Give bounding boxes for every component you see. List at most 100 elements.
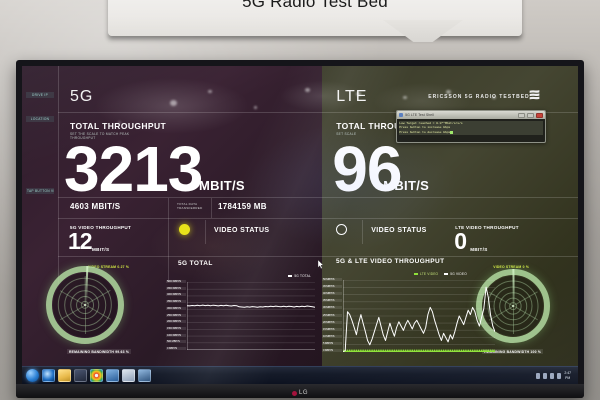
divider-5g-4 (58, 256, 322, 257)
radar-spoke-1 (513, 306, 514, 334)
panel-5g-tech-title: 5G (70, 88, 94, 105)
tray-network-icon[interactable] (543, 372, 548, 379)
radar-lte-bandwidth-label: REMAINING BANDWIDTH 100 % (482, 349, 544, 354)
taskbar-chrome-icon[interactable] (90, 369, 103, 382)
panel-5g-video-status-dot (179, 224, 190, 235)
panel-5g-video-throughput-label: 5G VIDEO THROUGHPUT (70, 225, 132, 230)
terminal-body[interactable]: Low Target reached = 0.0**Mbit/s/s/s Pre… (397, 119, 545, 136)
system-tray[interactable]: 2:47 PM (536, 371, 574, 380)
tray-arrow-icon[interactable] (536, 372, 541, 379)
radar-core-5g (84, 304, 86, 306)
terminal-titlebar[interactable]: 5G LTE Test Shell (397, 111, 546, 119)
y-tick-label: 3500 MBIT/S (166, 300, 186, 304)
lg-logo-dot (291, 390, 297, 396)
terminal-maximize-button[interactable] (527, 112, 535, 118)
y-tick-label: 0 MBIT/S (322, 349, 342, 352)
chart-5g-total: 5G TOTAL 5G TOTAL 5000 MBIT/S 4500 MBIT/S… (165, 260, 317, 360)
radar-inner-5g (53, 273, 117, 337)
divider-lte-2 (322, 197, 578, 198)
divider-5g-1 (58, 112, 322, 113)
radar-circle-1 (57, 277, 113, 333)
panel-5g-throughput-unit: MBIT/S (199, 178, 245, 193)
taskbar-internet-explorer-icon[interactable] (42, 369, 55, 382)
panel-lte-throughput-label: TOTAL THROUGHPUT (336, 121, 433, 131)
radar-gauge-5g (46, 265, 124, 344)
y-tick-label: 25 MBIT/S (322, 313, 342, 317)
overhead-sign: 5G Radio Test Bed (108, 0, 522, 42)
y-tick-label: 0 MBIT/S (166, 347, 186, 350)
terminal-line: Press button to increase Gbps (399, 125, 544, 131)
taskbar-app-icon-3[interactable] (138, 369, 151, 382)
y-tick-label: 5000 MBIT/S (166, 280, 186, 283)
panel-lte-throughput-value: 96 (332, 133, 402, 205)
legend-item-5g-video: 5G VIDEO (444, 272, 467, 276)
sidebar: DRIVE IP LOCATION TAP BUTTON VIEW (22, 66, 58, 366)
y-tick-label: 35 MBIT/S (322, 299, 342, 303)
terminal-caret (450, 130, 453, 134)
sign-title: 5G Radio Test Bed (242, 0, 388, 11)
radar-circle-5 (80, 300, 90, 310)
y-tick-label: 40 MBIT/S (322, 292, 342, 296)
sidebar-item-drive-ip[interactable]: DRIVE IP (26, 92, 54, 98)
sidebar-item-location[interactable]: LOCATION (26, 116, 54, 122)
tray-action-center-icon[interactable] (557, 372, 562, 379)
terminal-line: Press button to decrease Gbps (399, 130, 544, 135)
legend-label-lte-video: LTE VIDEO (420, 272, 439, 276)
terminal-window[interactable]: 5G LTE Test Shell Low Target reached = 0… (396, 110, 547, 143)
lg-logo-text: LG (298, 390, 309, 396)
taskbar-app-icon[interactable] (74, 369, 87, 382)
panel-lte-video-throughput-unit: MBIT/S (470, 247, 488, 252)
panel-5g-throughput-sublabel: SET THE SCALE TO MATCH PEAK THROUGHPUT (70, 132, 130, 140)
ericsson-logo-icon (529, 90, 540, 100)
y-tick-label: 4500 MBIT/S (166, 286, 186, 290)
taskbar-clock[interactable]: 2:47 PM (564, 371, 571, 380)
panel-5g-peak-value: 4603 MBIT/S (70, 202, 121, 211)
terminal-minimize-button[interactable] (518, 112, 526, 118)
chart-video-throughput-plot (343, 280, 495, 352)
monitor-screen: DRIVE IP LOCATION TAP BUTTON VIEW 5G TOT… (22, 66, 578, 384)
sidebar-item-tap-button[interactable]: TAP BUTTON VIEW (26, 188, 54, 194)
tray-volume-icon[interactable] (550, 372, 555, 379)
sign-shadow (108, 34, 522, 42)
panel-lte-throughput-unit: MBIT/S (383, 178, 430, 193)
start-button[interactable] (26, 369, 39, 382)
divider-5g-col3 (205, 220, 206, 244)
y-tick-label: 1000 MBIT/S (166, 333, 186, 337)
chart-svg (187, 282, 315, 350)
clock-date: PM (565, 375, 571, 380)
panel-lte-tech-title: LTE (336, 88, 368, 105)
ericsson-branding-text: ERICSSON 5G RADIO TESTBED (428, 94, 530, 100)
taskbar-app-icon-2[interactable] (106, 369, 119, 382)
radar-circle-2 (64, 284, 106, 326)
taskbar[interactable]: 2:47 PM (22, 366, 578, 384)
panel-5g-throughput-value: 3213 (64, 133, 203, 205)
monitor-bezel: LG (16, 384, 584, 398)
taskbar-media-icon[interactable] (122, 369, 135, 382)
panel-5g-video-status-label: VIDEO STATUS (214, 227, 270, 234)
terminal-line: Low Target reached = 0.0**Mbit/s/s/s (399, 120, 544, 126)
monitor: DRIVE IP LOCATION TAP BUTTON VIEW 5G TOT… (16, 60, 584, 398)
legend-swatch-lte-video (414, 272, 418, 276)
panel-5g-video-throughput-value: 12 (68, 228, 93, 254)
y-tick-label: 2500 MBIT/S (166, 313, 186, 317)
legend-swatch-5g-video (444, 272, 449, 276)
legend-label-5g-total: 5G TOTAL (294, 274, 311, 278)
y-tick-label: 2000 MBIT/S (166, 320, 186, 324)
terminal-app-icon (399, 113, 404, 117)
y-tick-label: 500 MBIT/S (166, 340, 186, 344)
divider-sidebar (58, 66, 59, 284)
y-tick-label: 50 MBIT/S (322, 278, 342, 281)
divider-5g-col2 (211, 198, 212, 218)
panel-lte-video-status-label: VIDEO STATUS (371, 227, 427, 234)
chart-video-throughput-title: 5G & LTE VIDEO THROUGHPUT (336, 258, 445, 265)
panel-lte-video-status-dot (336, 224, 348, 235)
y-tick-label: 45 MBIT/S (322, 285, 342, 289)
legend-item-lte-video: LTE VIDEO (414, 272, 438, 276)
radar-5g-stream-label: VIDEO STREAM 0.27 % (88, 265, 130, 269)
radar-circle-3 (70, 290, 100, 320)
y-tick-label: 20 MBIT/S (322, 320, 342, 324)
terminal-title: 5G LTE Test Shell (405, 113, 435, 117)
terminal-close-button[interactable] (536, 112, 544, 118)
panel-5g: DRIVE IP LOCATION TAP BUTTON VIEW 5G TOT… (22, 66, 323, 366)
taskbar-folder-icon[interactable] (58, 369, 71, 382)
